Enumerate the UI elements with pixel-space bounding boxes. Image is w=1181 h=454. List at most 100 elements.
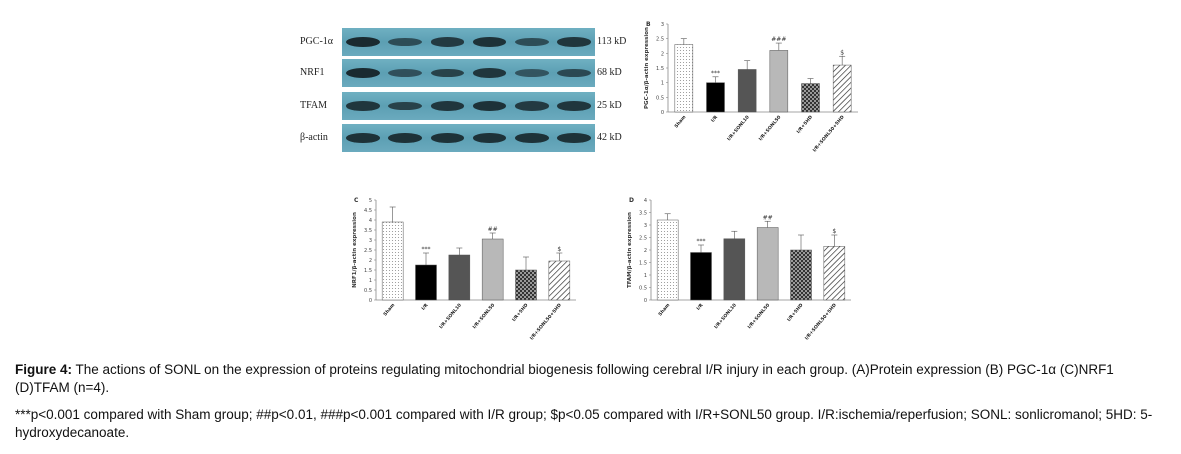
blot-band bbox=[388, 133, 423, 143]
category-label: I/R+SONL50+5HD bbox=[812, 114, 846, 153]
blot-band bbox=[346, 37, 380, 47]
y-tick-label: 1 bbox=[369, 278, 372, 284]
bar bbox=[415, 264, 437, 301]
blot-kd-label: 42 kD bbox=[597, 132, 622, 143]
chart-d-tfam: D 0 0.5 1 1.5 2 2.5 3 3.5 4 TFAM/β-actin expressio… bbox=[627, 197, 851, 341]
y-tick-label: 3 bbox=[661, 22, 664, 28]
bar bbox=[674, 44, 694, 113]
y-tick-label: 4.5 bbox=[364, 208, 372, 214]
y-tick-label: 5 bbox=[369, 198, 372, 204]
blot-strip bbox=[342, 92, 595, 120]
y-tick-label: 0.5 bbox=[656, 95, 664, 101]
western-blot-panel: PGC-1α 113 kD NRF1 68 kD TFAM 25 kD β-actin 42 … bbox=[300, 20, 630, 160]
blot-band bbox=[472, 37, 507, 47]
significance-mark: *** bbox=[697, 238, 706, 245]
y-tick-label: 2.5 bbox=[656, 37, 664, 43]
chart-c-nrf1: C 0 0.5 1 1.5 2 2.5 3 3.5 4 4.5 5 NRF1/β-actin expre… bbox=[352, 197, 576, 341]
significance-mark: *** bbox=[711, 70, 720, 77]
y-axis-label: PGC-1α/β-actin expression bbox=[644, 27, 650, 109]
y-tick-label: 0 bbox=[644, 298, 647, 304]
blot-band bbox=[514, 69, 549, 77]
category-label: I/R+SONL50+5HD bbox=[529, 302, 563, 341]
y-tick-label: 2 bbox=[369, 258, 372, 264]
blot-kd-label: 68 kD bbox=[597, 67, 622, 78]
category-label: I/R+SONL50+5HD bbox=[804, 302, 838, 341]
y-tick-label: 4 bbox=[644, 198, 647, 204]
y-tick-label: 0 bbox=[661, 110, 664, 116]
y-tick-label: 1.5 bbox=[364, 268, 372, 274]
y-tick-label: 1 bbox=[661, 81, 664, 87]
blot-band bbox=[388, 37, 423, 47]
blot-row-label: TFAM bbox=[300, 100, 328, 111]
blot-kd-label: 25 kD bbox=[597, 100, 622, 111]
category-label: Sham bbox=[382, 302, 396, 317]
blot-band bbox=[388, 69, 423, 77]
blot-band bbox=[514, 133, 549, 143]
significance-mark: $ bbox=[557, 246, 561, 253]
bar bbox=[515, 269, 537, 301]
bar bbox=[448, 254, 471, 301]
blot-band bbox=[346, 133, 380, 143]
y-tick-label: 0 bbox=[369, 298, 372, 304]
blot-band bbox=[557, 68, 591, 78]
bar bbox=[723, 238, 746, 301]
y-tick-label: 1.5 bbox=[656, 66, 664, 72]
y-tick-label: 3 bbox=[369, 238, 372, 244]
panel-letter: B bbox=[646, 21, 651, 28]
blot-row-label: NRF1 bbox=[300, 67, 325, 78]
category-label: I/R+5HD bbox=[786, 302, 805, 323]
category-label: I/R+5HD bbox=[511, 302, 530, 323]
blot-band bbox=[430, 101, 465, 111]
blot-band bbox=[472, 68, 507, 78]
bar bbox=[756, 227, 779, 301]
category-label: I/R+SONL10 bbox=[713, 302, 738, 330]
blot-row-label: β-actin bbox=[300, 132, 328, 143]
y-tick-label: 3 bbox=[644, 223, 647, 229]
category-label: I/R+SONL50 bbox=[747, 302, 772, 330]
bar bbox=[790, 249, 812, 301]
blot-band bbox=[472, 133, 507, 143]
bar bbox=[481, 238, 504, 301]
category-label: Sham bbox=[673, 114, 687, 129]
figure-note: ***p<0.001 compared with Sham group; ##p… bbox=[15, 407, 1153, 440]
bar bbox=[706, 82, 725, 113]
significance-mark: $ bbox=[840, 49, 844, 56]
bar bbox=[801, 83, 820, 113]
y-tick-label: 2.5 bbox=[364, 248, 372, 254]
significance-mark: ## bbox=[488, 226, 498, 233]
bar bbox=[381, 221, 404, 301]
blot-band bbox=[346, 101, 380, 111]
blot-band bbox=[430, 133, 465, 143]
blot-band bbox=[514, 101, 549, 111]
y-axis-label: TFAM/β-actin expression bbox=[627, 212, 633, 288]
bar bbox=[690, 252, 712, 301]
significance-mark: ## bbox=[763, 214, 773, 221]
figure-label: Figure 4: bbox=[15, 362, 73, 377]
significance-mark: *** bbox=[422, 246, 431, 253]
category-label: I/R bbox=[420, 302, 429, 312]
blot-band bbox=[430, 68, 465, 78]
category-label: Sham bbox=[657, 302, 671, 317]
blot-band bbox=[388, 101, 423, 111]
chart-b-pgc1a: B 0 0.5 1 1.5 2 2.5 3 PGC-1α/β-actin expression S… bbox=[644, 21, 858, 153]
y-tick-label: 2.5 bbox=[639, 236, 647, 242]
blot-strip bbox=[342, 124, 595, 152]
bar bbox=[823, 246, 846, 301]
y-tick-label: 0.5 bbox=[639, 286, 647, 292]
y-axis-label: NRF1/β-actin expression bbox=[352, 212, 358, 288]
y-tick-label: 2 bbox=[644, 248, 647, 254]
blot-band bbox=[514, 37, 549, 47]
y-tick-label: 3.5 bbox=[639, 211, 647, 217]
bar bbox=[832, 64, 852, 113]
category-label: I/R bbox=[695, 302, 704, 312]
significance-mark: $ bbox=[832, 228, 836, 235]
blot-kd-label: 113 kD bbox=[597, 36, 627, 47]
blot-band bbox=[557, 101, 591, 111]
bar bbox=[656, 219, 679, 301]
significance-mark: ### bbox=[771, 36, 786, 43]
figure-caption: Figure 4: The actions of SONL on the exp… bbox=[15, 361, 1165, 397]
blot-band bbox=[557, 133, 591, 143]
y-tick-label: 1.5 bbox=[639, 261, 647, 267]
blot-band bbox=[346, 68, 380, 78]
blot-row-label: PGC-1α bbox=[300, 36, 334, 47]
